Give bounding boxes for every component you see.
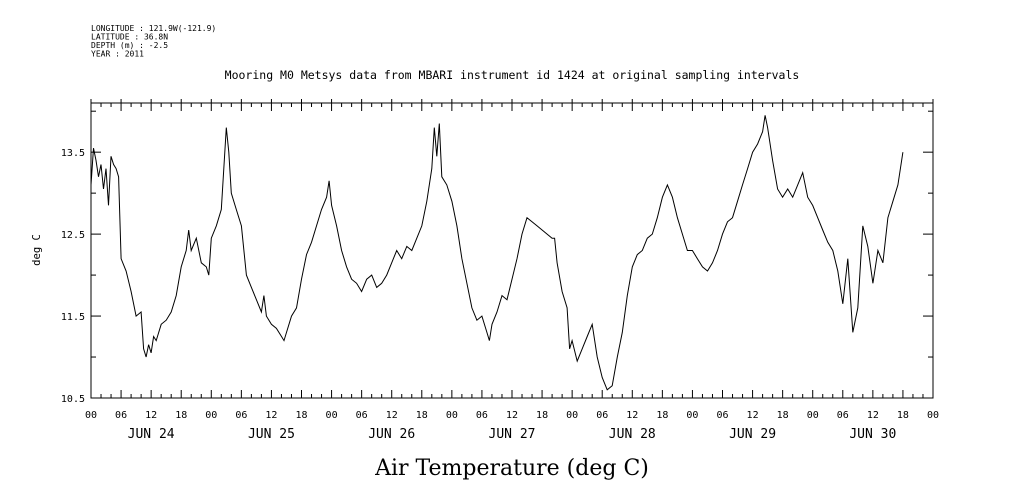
x-tick-label: 00	[686, 410, 698, 421]
y-tick-label: 13.5	[61, 148, 85, 159]
x-day-label: JUN 24	[128, 427, 175, 442]
x-tick-label: 00	[446, 410, 458, 421]
x-tick-label: 06	[837, 410, 849, 421]
x-tick-label: 06	[115, 410, 127, 421]
y-tick-label: 10.5	[61, 394, 85, 405]
x-tick-label: 18	[175, 410, 187, 421]
y-axis: 10.5 11.5 12.5 13.5	[61, 110, 933, 405]
meta-line: DEPTH (m) : -2.5	[91, 41, 168, 50]
x-day-label: JUN 26	[368, 427, 415, 442]
y-axis-label: deg C	[31, 234, 43, 266]
x-tick-label: 12	[626, 410, 638, 421]
series-line-air-temperature	[90, 115, 904, 391]
x-tick-label: 06	[476, 410, 488, 421]
x-day-label: JUN 28	[609, 427, 656, 442]
plot-frame	[90, 102, 934, 399]
x-day-label: JUN 27	[489, 427, 536, 442]
x-tick-label: 18	[416, 410, 428, 421]
chart-title: Mooring M0 Metsys data from MBARI instru…	[225, 68, 800, 82]
x-axis-day-labels: JUN 24 JUN 25 JUN 26 JUN 27 JUN 28 JUN 29 JUN …	[128, 427, 897, 442]
x-tick-label: 18	[777, 410, 789, 421]
station-metadata: LONGITUDE : 121.9W(-121.9)LATITUDE : 36.…	[91, 24, 216, 59]
meta-line: LATITUDE : 36.8N	[91, 33, 168, 42]
x-tick-label: 06	[596, 410, 608, 421]
y-tick-label: 11.5	[61, 312, 85, 323]
x-tick-label: 18	[897, 410, 909, 421]
x-tick-label: 12	[265, 410, 277, 421]
chart-caption: Air Temperature (deg C)	[374, 456, 649, 481]
x-day-label: JUN 30	[849, 427, 896, 442]
meta-line: LONGITUDE : 121.9W(-121.9)	[91, 24, 216, 33]
plot-border	[90, 102, 934, 399]
x-tick-label: 18	[656, 410, 668, 421]
x-tick-label: 00	[326, 410, 338, 421]
x-tick-label: 12	[386, 410, 398, 421]
y-tick-label: 12.5	[61, 230, 85, 241]
x-tick-label: 00	[85, 410, 97, 421]
x-axis: 00 06 12 18 00 06 12 18 00 06 12 18 00 06 12 18 00 06 12 18…	[85, 99, 939, 421]
x-tick-label: 18	[536, 410, 548, 421]
x-tick-label: 00	[566, 410, 578, 421]
x-tick-label: 06	[356, 410, 368, 421]
x-tick-label: 18	[295, 410, 307, 421]
x-day-label: JUN 25	[248, 427, 295, 442]
x-day-label: JUN 29	[729, 427, 776, 442]
x-tick-label: 00	[807, 410, 819, 421]
x-tick-label: 12	[145, 410, 157, 421]
meta-line: YEAR : 2011	[91, 50, 144, 59]
x-tick-label: 00	[927, 410, 939, 421]
x-tick-label: 06	[235, 410, 247, 421]
x-tick-label: 06	[716, 410, 728, 421]
x-tick-label: 12	[506, 410, 518, 421]
x-tick-label: 12	[747, 410, 759, 421]
x-tick-label: 00	[205, 410, 217, 421]
x-tick-label: 12	[867, 410, 879, 421]
